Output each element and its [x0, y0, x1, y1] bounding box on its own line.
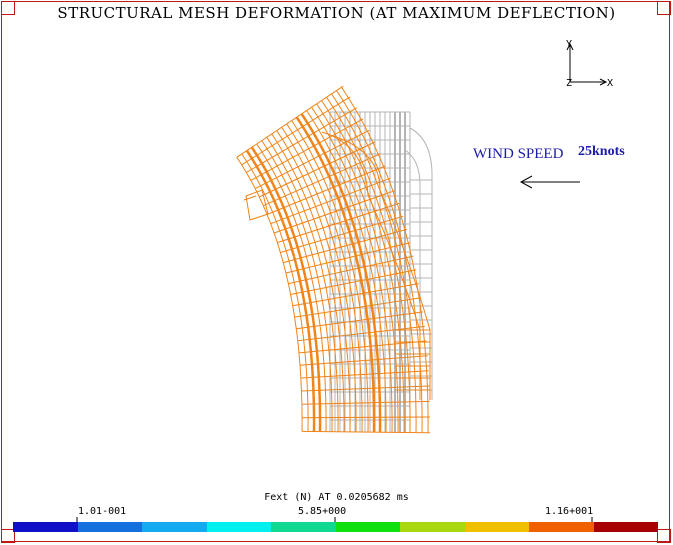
wind-speed-value: 25knots — [578, 144, 625, 159]
colorbar-segment — [335, 522, 400, 532]
colorbar-segment — [271, 522, 336, 532]
colorbar-ticks — [76, 517, 593, 522]
wind-arrow-icon — [519, 175, 580, 189]
z-axis-label: Z — [566, 78, 572, 89]
colorbar-segment — [593, 522, 658, 532]
y-axis-arrowhead — [566, 42, 574, 51]
frame-corner-bottom-left — [1, 529, 15, 543]
colorbar-segment — [206, 522, 271, 532]
colorbar-segment — [400, 522, 465, 532]
frame-corner-bottom-right — [657, 529, 671, 543]
legend-min-label: 1.01-001 — [78, 506, 127, 517]
x-axis-label: X — [607, 78, 613, 89]
colorbar-segment — [13, 522, 78, 532]
frame-corner-top-right — [657, 1, 671, 15]
legend-caption: Fext (N) AT 0.0205682 ms — [264, 492, 409, 503]
colorbar-segment — [464, 522, 529, 532]
x-axis-arrowhead — [599, 78, 608, 86]
wind-speed-label: WIND SPEED — [473, 146, 564, 162]
frame-corner-top-left — [1, 1, 15, 15]
colorbar-segment — [77, 522, 142, 532]
axis-triad — [566, 42, 608, 86]
y-axis-label: Y — [566, 39, 572, 50]
legend-max-label: 1.16+001 — [545, 506, 594, 517]
colorbar — [13, 522, 658, 532]
deformed-mesh — [236, 85, 431, 434]
colorbar-segment — [529, 522, 594, 532]
diagram-title: STRUCTURAL MESH DEFORMATION (AT MAXIMUM … — [57, 4, 616, 22]
colorbar-segment — [142, 522, 207, 532]
legend-mid-label: 5.85+000 — [298, 506, 347, 517]
